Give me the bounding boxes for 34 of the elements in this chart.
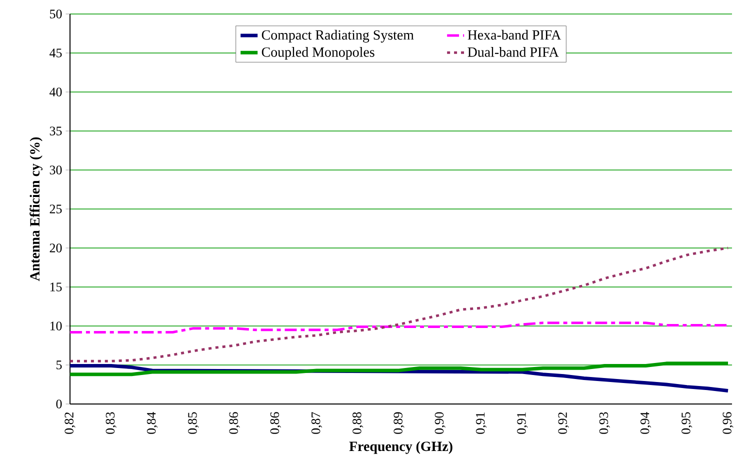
x-tick-label: 0,91 bbox=[517, 412, 528, 434]
x-tick-label: 0,93 bbox=[599, 412, 610, 434]
x-tick-label: 0,92 bbox=[558, 412, 569, 434]
y-tick-label: 20 bbox=[50, 244, 62, 252]
y-tick-label: 35 bbox=[50, 126, 62, 136]
x-tick-label: 0,89 bbox=[394, 412, 404, 434]
x-tick-label: 0,96 bbox=[722, 412, 734, 434]
legend-label: Dual-band PIFA bbox=[468, 47, 559, 57]
y-axis-title: Antenna Efficien cy (%) bbox=[30, 137, 42, 282]
legend-label: Compact Radiating System bbox=[262, 30, 414, 43]
y-tick-label: 0 bbox=[56, 400, 62, 408]
x-tick-label: 0,84 bbox=[146, 412, 158, 434]
y-tick-label: 10 bbox=[50, 322, 62, 330]
legend-label: Hexa-band PIFA bbox=[468, 30, 562, 40]
y-tick-label: 15 bbox=[50, 282, 62, 292]
y-tick-label: 30 bbox=[50, 166, 62, 174]
x-tick-label: 0,91 bbox=[476, 412, 487, 434]
x-tick-label: 0,86 bbox=[229, 412, 240, 434]
x-tick-label: 0,90 bbox=[434, 412, 446, 434]
x-tick-label: 0,86 bbox=[270, 412, 281, 434]
y-tick-label: 25 bbox=[50, 204, 62, 214]
y-tick-label: 45 bbox=[50, 48, 62, 58]
y-tick-label: 5 bbox=[56, 360, 62, 370]
x-tick-label: 0,87 bbox=[311, 412, 322, 434]
y-tick-label: 40 bbox=[50, 88, 62, 96]
legend-label: Coupled Monopoles bbox=[262, 47, 374, 60]
x-tick-label: 0,83 bbox=[106, 412, 116, 434]
x-tick-label: 0,82 bbox=[64, 412, 76, 434]
y-tick-label: 50 bbox=[50, 10, 62, 18]
x-axis-title: Frequency (GHz) bbox=[349, 441, 452, 454]
x-tick-label: 0,95 bbox=[682, 412, 692, 434]
x-tick-label: 0,88 bbox=[352, 412, 364, 434]
x-tick-label: 0,94 bbox=[640, 412, 652, 434]
x-tick-label: 0,85 bbox=[188, 412, 199, 434]
